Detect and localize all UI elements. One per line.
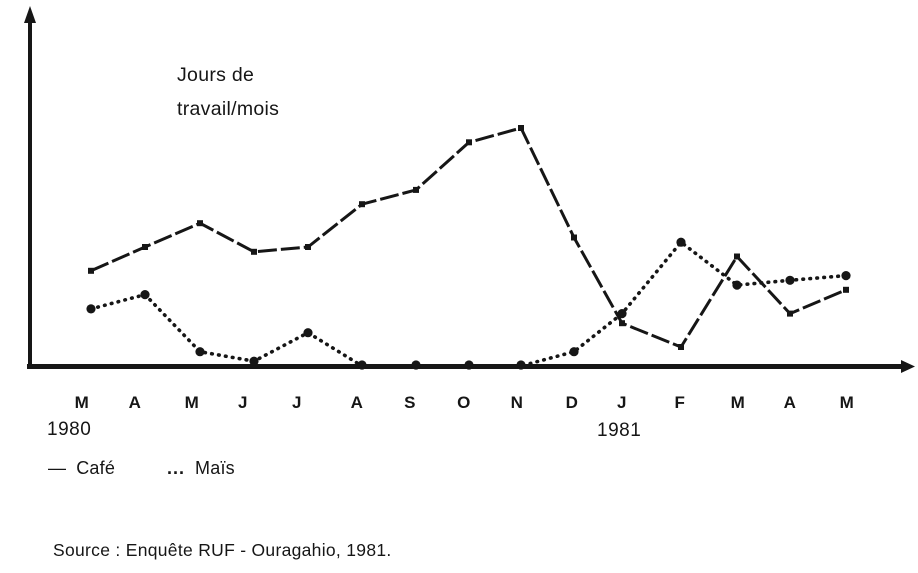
x-axis-month-label: A xyxy=(128,393,142,412)
source-note: Source : Enquête RUF - Ouragahio, 1981. xyxy=(53,540,392,560)
cafe-point-marker xyxy=(678,344,684,350)
cafe-point-marker xyxy=(305,244,311,250)
y-axis-line xyxy=(28,16,32,368)
mais-point-marker xyxy=(569,347,579,357)
cafe-point-marker xyxy=(734,253,740,260)
chart-title-line-1: Jours de xyxy=(177,64,255,86)
mais-point-marker xyxy=(732,280,742,290)
x-axis-month-label: M xyxy=(184,393,200,412)
cafe-point-marker xyxy=(251,248,257,255)
x-axis-month-label: M xyxy=(839,393,855,412)
legend-item-mais: ... Maïs xyxy=(167,458,235,479)
legend-label-mais: Maïs xyxy=(195,458,235,478)
cafe-line-glyph-icon: — xyxy=(48,458,67,478)
mais-point-marker xyxy=(303,328,313,338)
mais-point-marker xyxy=(140,290,150,300)
legend-label-cafe: Café xyxy=(76,458,116,478)
chart-title-line-2: travail/mois xyxy=(177,98,280,120)
year-label-1980: 1980 xyxy=(47,419,92,440)
cafe-point-marker xyxy=(619,320,625,327)
x-axis-month-label: N xyxy=(510,393,524,412)
x-axis-month-label: J xyxy=(292,393,302,412)
mais-point-marker xyxy=(785,275,795,285)
mais-line-glyph-icon: ... xyxy=(167,458,186,478)
mais-point-marker xyxy=(357,360,367,370)
x-axis-month-label: A xyxy=(783,393,797,412)
chart-title: Jours de travail/mois xyxy=(177,58,279,126)
x-axis-month-label: A xyxy=(350,393,364,412)
cafe-point-marker xyxy=(466,139,472,146)
x-axis-month-label: M xyxy=(730,393,746,412)
cafe-point-marker xyxy=(843,286,849,293)
cafe-point-marker xyxy=(413,186,419,193)
x-axis-month-label: J xyxy=(238,393,248,412)
x-axis-arrow-icon xyxy=(901,360,915,373)
mais-point-marker xyxy=(195,347,205,357)
mais-point-marker xyxy=(249,356,259,366)
cafe-point-marker xyxy=(197,220,203,227)
cafe-point-marker xyxy=(359,201,365,208)
series-layer xyxy=(86,125,851,370)
mais-point-marker xyxy=(516,360,526,370)
mais-point-marker xyxy=(841,271,851,281)
mais-point-marker xyxy=(464,360,474,370)
x-axis-month-label: D xyxy=(565,393,579,412)
cafe-point-marker xyxy=(88,267,94,274)
mais-point-marker xyxy=(411,360,421,370)
x-axis-month-label: F xyxy=(674,393,686,412)
mais-point-marker xyxy=(86,304,96,314)
y-axis-arrow-icon xyxy=(24,6,36,23)
mais-point-marker xyxy=(676,237,686,247)
x-axis-month-label: J xyxy=(617,393,627,412)
cafe-point-marker xyxy=(787,310,793,317)
x-axis-month-label: S xyxy=(404,393,416,412)
cafe-point-marker xyxy=(518,125,524,131)
legend: — Café ... Maïs xyxy=(48,458,235,479)
mais-point-marker xyxy=(617,309,627,319)
x-axis-month-label: M xyxy=(74,393,90,412)
cafe-point-marker xyxy=(571,234,577,241)
x-axis-month-label: O xyxy=(457,393,471,412)
cafe-point-marker xyxy=(142,244,148,250)
year-label-1981: 1981 xyxy=(597,420,642,441)
cafe-line xyxy=(90,126,847,349)
legend-item-cafe: — Café xyxy=(48,458,115,479)
